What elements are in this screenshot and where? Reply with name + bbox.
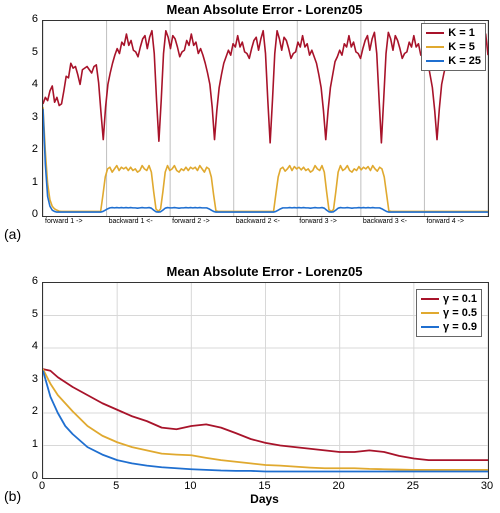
xtick-label: 25 bbox=[405, 480, 421, 492]
ytick-label: 4 bbox=[32, 340, 38, 352]
xtick-label: 5 bbox=[108, 480, 124, 492]
xtick-label: 30 bbox=[479, 480, 495, 492]
panel-b-letter: (b) bbox=[4, 488, 21, 504]
legend-swatch bbox=[421, 312, 439, 314]
legend-label: γ = 0.1 bbox=[443, 292, 477, 306]
segment-label: backward 2 <- bbox=[236, 218, 294, 225]
ytick-label: 3 bbox=[32, 373, 38, 385]
segment-label: forward 1 -> bbox=[45, 218, 103, 225]
legend-label: γ = 0.9 bbox=[443, 320, 477, 334]
legend-item: K = 25 bbox=[426, 54, 481, 68]
panel-a-title: Mean Absolute Error - Lorenz05 bbox=[42, 2, 487, 17]
panel-b-title: Mean Absolute Error - Lorenz05 bbox=[42, 264, 487, 279]
legend-item: K = 5 bbox=[426, 40, 481, 54]
ytick-label: 1 bbox=[32, 176, 38, 188]
legend-item: γ = 0.9 bbox=[421, 320, 477, 334]
xtick-label: 0 bbox=[34, 480, 50, 492]
ytick-label: 3 bbox=[32, 111, 38, 123]
legend-swatch bbox=[426, 60, 444, 62]
panel-a-legend: K = 1K = 5K = 25 bbox=[421, 23, 486, 71]
legend-swatch bbox=[426, 46, 444, 48]
ytick-label: 2 bbox=[32, 143, 38, 155]
legend-label: K = 5 bbox=[448, 40, 475, 54]
segment-label: backward 3 <- bbox=[363, 218, 421, 225]
segment-label: forward 2 -> bbox=[172, 218, 230, 225]
ytick-label: 2 bbox=[32, 405, 38, 417]
ytick-label: 5 bbox=[32, 46, 38, 58]
legend-swatch bbox=[426, 32, 444, 34]
ytick-label: 4 bbox=[32, 78, 38, 90]
legend-item: γ = 0.1 bbox=[421, 292, 477, 306]
xtick-label: 10 bbox=[182, 480, 198, 492]
legend-swatch bbox=[421, 326, 439, 328]
legend-swatch bbox=[421, 298, 439, 300]
panel-b-plot: γ = 0.1γ = 0.5γ = 0.9 bbox=[42, 282, 489, 479]
legend-label: K = 1 bbox=[448, 26, 475, 40]
segment-label: forward 4 -> bbox=[426, 218, 484, 225]
ytick-label: 5 bbox=[32, 308, 38, 320]
legend-item: γ = 0.5 bbox=[421, 306, 477, 320]
segment-label: backward 1 <- bbox=[109, 218, 167, 225]
legend-label: γ = 0.5 bbox=[443, 306, 477, 320]
xtick-label: 15 bbox=[257, 480, 273, 492]
xtick-label: 20 bbox=[331, 480, 347, 492]
segment-label: forward 3 -> bbox=[299, 218, 357, 225]
ytick-label: 6 bbox=[32, 275, 38, 287]
panel-a-plot: K = 1K = 5K = 25 bbox=[42, 20, 489, 217]
panel-a-letter: (a) bbox=[4, 226, 21, 242]
ytick-label: 1 bbox=[32, 438, 38, 450]
legend-label: K = 25 bbox=[448, 54, 481, 68]
ytick-label: 6 bbox=[32, 13, 38, 25]
ytick-label: 0 bbox=[32, 208, 38, 220]
figure: Mean Absolute Error - Lorenz05 K = 1K = … bbox=[0, 0, 500, 513]
panel-b-legend: γ = 0.1γ = 0.5γ = 0.9 bbox=[416, 289, 482, 337]
panel-b-xlabel: Days bbox=[42, 492, 487, 506]
legend-item: K = 1 bbox=[426, 26, 481, 40]
